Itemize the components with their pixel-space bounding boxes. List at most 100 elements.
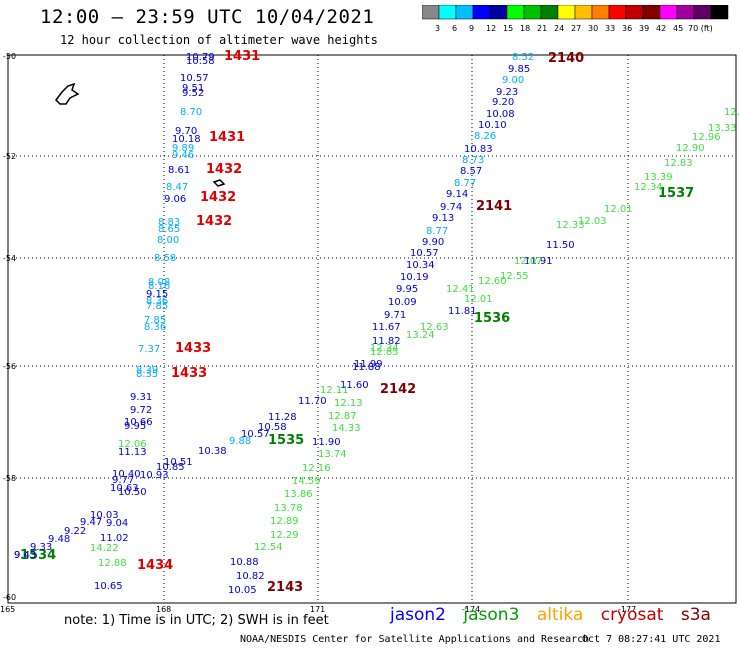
wave-height-value: 10.19 [400,272,429,283]
wave-height-value: 10.38 [198,446,227,457]
color-swatch [540,5,559,20]
color-swatch [591,5,610,20]
wave-height-value: 8.08 [148,277,170,288]
wave-height-value: 9.46 [172,150,194,161]
wave-height-value: 10.83 [464,144,493,155]
wave-height-value: 8.52 [512,52,534,63]
wave-height-value: 10.66 [124,417,153,428]
wave-height-value: 10.65 [94,581,123,592]
wave-height-value: 8.16 [148,281,170,292]
wave-height-value: 13.24 [406,330,435,341]
track-time-label: 1433 [171,366,207,381]
color-scale-label: 39 [639,24,649,33]
color-scale-label: 42 [656,24,666,33]
track-time-label: 1432 [196,214,232,229]
wave-height-value: 10.51 [164,457,193,468]
wave-height-value: 13.78 [274,503,303,514]
wave-height-value: 8.26 [474,131,496,142]
wave-height-value: 12.07 [514,256,543,267]
wave-height-value: 8.77 [426,226,448,237]
color-swatch [506,5,525,20]
wave-height-value: 10.57 [410,248,439,259]
y-tick-label: -60 [3,593,16,602]
color-scale-label: 30 [588,24,598,33]
wave-height-value: 9.88 [229,436,251,447]
wave-height-value: 13.86 [284,489,313,500]
wave-height-value: 10.08 [486,109,515,120]
color-swatch [625,5,644,20]
track-time-label: 1433 [175,341,211,356]
color-scale-label: 33 [605,24,615,33]
wave-height-value: 9.00 [502,75,524,86]
wave-height-value: 11.67 [372,322,401,333]
wave-height-value: 10.50 [118,487,147,498]
wave-height-value: 11.82 [372,336,401,347]
wave-height-value: 11.28 [268,412,297,423]
y-tick-label: -54 [3,254,16,263]
wave-height-value: 10.57 [241,429,270,440]
wave-height-value: 8.39 [136,365,158,376]
satellite-legend: jason2 jason3 altika cryosat s3a [390,605,711,625]
color-swatch [455,5,474,20]
wave-height-value: 12.88 [98,558,127,569]
color-scale-label: 45 [673,24,683,33]
wave-height-value: 10.34 [406,260,435,271]
wave-height-value: 12.85 [370,347,399,358]
wave-height-value: 9.23 [496,87,518,98]
color-swatch [710,5,729,20]
wave-height-value: 12.16 [302,463,331,474]
wave-height-value: 14.22 [90,543,119,554]
wave-height-value: 9.31 [130,392,152,403]
credit-line: NOAA/NESDIS Center for Satellite Applica… [240,634,590,645]
wave-height-value: 9.90 [422,237,444,248]
color-swatch [659,5,678,20]
plot-frame [7,54,737,604]
wave-height-value: 12.06 [118,439,147,450]
x-axis-labels: 165 168 171 -174 -177 [0,605,636,614]
wave-height-value: 11.13 [118,447,147,458]
color-swatch [472,5,491,20]
track-time-label: 1537 [658,186,694,201]
wave-height-value: 12.11 [320,385,349,396]
color-swatch [574,5,593,20]
wave-height-value: 8.73 [462,155,484,166]
color-swatch [557,5,576,20]
wave-height-value: 8.57 [460,166,482,177]
track-time-label: 1432 [206,162,242,177]
wave-height-value: 12.63 [420,322,449,333]
wave-height-value: 9.14 [446,189,468,200]
wave-height-value: 8.83 [158,217,180,228]
color-scale-label: 15 [503,24,513,33]
wave-height-value: 12.29 [270,530,299,541]
page-title: 12:00 – 23:59 UTC 10/04/2021 [40,6,375,28]
color-swatch [693,5,712,20]
color-scale-label: 12 [486,24,496,33]
wave-height-value: 10.18 [172,134,201,145]
color-swatch [438,5,457,20]
wave-height-value: 8.00 [157,235,179,246]
y-tick-label: -50 [3,52,16,61]
wave-height-value: 9.70 [175,126,197,137]
color-swatch [422,5,440,20]
color-swatch [608,5,627,20]
wave-height-value: 12.13 [334,398,363,409]
track-time-label: 1534 [20,548,56,563]
color-swatch [642,5,661,20]
wave-height-value: 9.15 [146,289,168,300]
y-tick-label: -56 [3,362,16,371]
y-axis-labels: -50 -52 -54 -56 -58 -60 [3,52,16,602]
wave-height-value: 11.02 [100,533,129,544]
wave-height-value: 10.10 [478,120,507,131]
wave-height-value: 8.65 [158,224,180,235]
wave-height-value: 9.13 [432,213,454,224]
wave-height-value: 9.20 [492,97,514,108]
wave-height-values: 10.7910.5810.579.519.528.709.7010.189.89… [14,52,740,596]
wave-height-value: 8.36 [146,296,168,307]
color-swatches [422,5,729,20]
wave-height-value: 10.03 [90,510,119,521]
wave-height-value: 11.91 [524,256,553,267]
satellite-label: jason3 [463,605,520,625]
wave-height-value: 12.01 [464,294,493,305]
wave-height-value: 10.05 [228,585,257,596]
